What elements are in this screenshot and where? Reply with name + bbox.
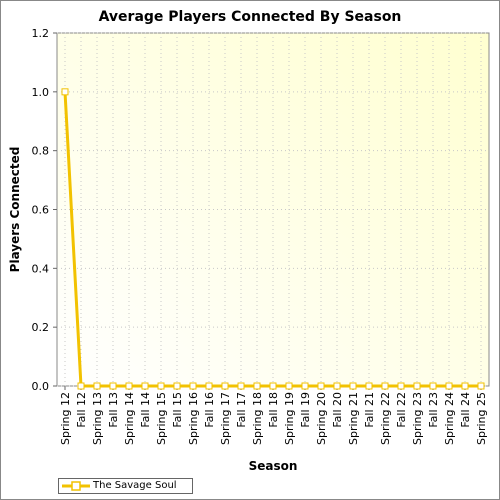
y-tick-label: 0.6 [32,204,50,217]
y-tick-label: 0.4 [32,262,50,275]
data-point [237,382,245,390]
x-tick-label: Spring 24 [443,392,456,445]
data-point [285,382,293,390]
data-point [349,382,357,390]
data-point [173,382,181,390]
data-point [477,382,485,390]
data-point [253,382,261,390]
x-tick-label: Spring 25 [475,392,488,445]
x-tick-label: Fall 16 [203,392,216,428]
data-point [445,382,453,390]
x-tick-label: Fall 23 [427,392,440,428]
x-tick-label: Fall 21 [363,392,376,428]
y-tick-label: 1.0 [32,86,50,99]
data-point [93,382,101,390]
x-tick-label: Fall 19 [299,392,312,428]
x-tick-label: Spring 12 [59,392,72,445]
legend-swatch [62,481,90,491]
data-point [77,382,85,390]
x-tick-label: Spring 23 [411,392,424,445]
data-point [413,382,421,390]
x-tick-label: Spring 17 [219,392,232,445]
x-tick-label: Spring 19 [283,392,296,445]
data-point [461,382,469,390]
x-tick-label: Fall 12 [75,392,88,428]
x-tick-label: Fall 15 [171,392,184,428]
x-tick-label: Fall 14 [139,392,152,428]
data-point [141,382,149,390]
data-point [205,382,213,390]
x-axis-label: Season [249,459,298,473]
x-tick-label: Spring 22 [379,392,392,445]
x-tick-label: Spring 20 [315,392,328,445]
data-point [333,382,341,390]
x-tick-label: Fall 22 [395,392,408,428]
x-tick-label: Fall 18 [267,392,280,428]
y-tick-label: 0.8 [32,145,50,158]
data-point [317,382,325,390]
data-point [109,382,117,390]
data-point [365,382,373,390]
data-point [429,382,437,390]
x-tick-label: Fall 24 [459,392,472,428]
legend-label: The Savage Soul [93,480,177,491]
y-tick-label: 0.2 [32,321,50,334]
data-point [157,382,165,390]
x-tick-label: Spring 13 [91,392,104,445]
chart-title: Average Players Connected By Season [98,9,402,25]
x-tick-label: Spring 21 [347,392,360,445]
x-tick-label: Fall 17 [235,392,248,428]
x-tick-label: Fall 13 [107,392,120,428]
data-point [269,382,277,390]
x-tick-label: Spring 14 [123,392,136,445]
data-point [301,382,309,390]
y-tick-label: 0.0 [32,380,50,393]
x-tick-label: Spring 16 [187,392,200,445]
data-point [397,382,405,390]
data-point [381,382,389,390]
x-tick-label: Spring 18 [251,392,264,445]
data-point [189,382,197,390]
data-point [61,88,69,96]
x-tick-label: Fall 20 [331,392,344,428]
data-point [125,382,133,390]
data-point [221,382,229,390]
y-axis-label: Players Connected [8,147,22,273]
x-tick-label: Spring 15 [155,392,168,445]
y-tick-label: 1.2 [32,27,50,40]
legend: The Savage Soul [58,478,193,494]
